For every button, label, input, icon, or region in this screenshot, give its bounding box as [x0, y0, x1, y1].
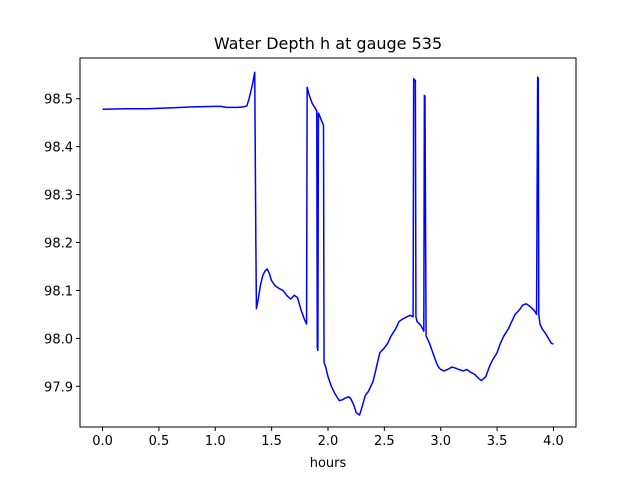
- y-tick-label: 98.1: [44, 284, 73, 299]
- x-axis-label: hours: [310, 456, 347, 471]
- plot-frame: [79, 57, 577, 428]
- chart-title: Water Depth h at gauge 535: [214, 34, 442, 53]
- x-tick-label: 4.0: [543, 434, 564, 449]
- y-tick-label: 98.4: [44, 141, 73, 156]
- y-tick-label: 97.9: [44, 380, 73, 395]
- x-axis: 0.0 0.5 1.0 1.5 2.0 2.5 3.0 3.5 4.0: [92, 427, 564, 449]
- x-tick-label: 1.5: [261, 434, 282, 449]
- x-tick-label: 0.5: [149, 434, 170, 449]
- y-tick-label: 98.5: [44, 93, 73, 108]
- x-tick-label: 2.5: [374, 434, 395, 449]
- y-tick-label: 98.3: [44, 189, 73, 204]
- y-tick-label: 98.2: [44, 237, 73, 252]
- x-tick-label: 0.0: [92, 434, 113, 449]
- series-line-0: [102, 71, 554, 416]
- series-layer: [102, 71, 554, 416]
- y-axis: 97.9 98.0 98.1 98.2 98.3 98.4 98.5: [44, 93, 80, 395]
- x-tick-label: 3.0: [430, 434, 451, 449]
- x-tick-label: 2.0: [318, 434, 339, 449]
- plot-area: [80, 58, 576, 427]
- y-tick-label: 98.0: [44, 332, 73, 347]
- x-tick-label: 1.0: [205, 434, 226, 449]
- x-tick-label: 3.5: [487, 434, 508, 449]
